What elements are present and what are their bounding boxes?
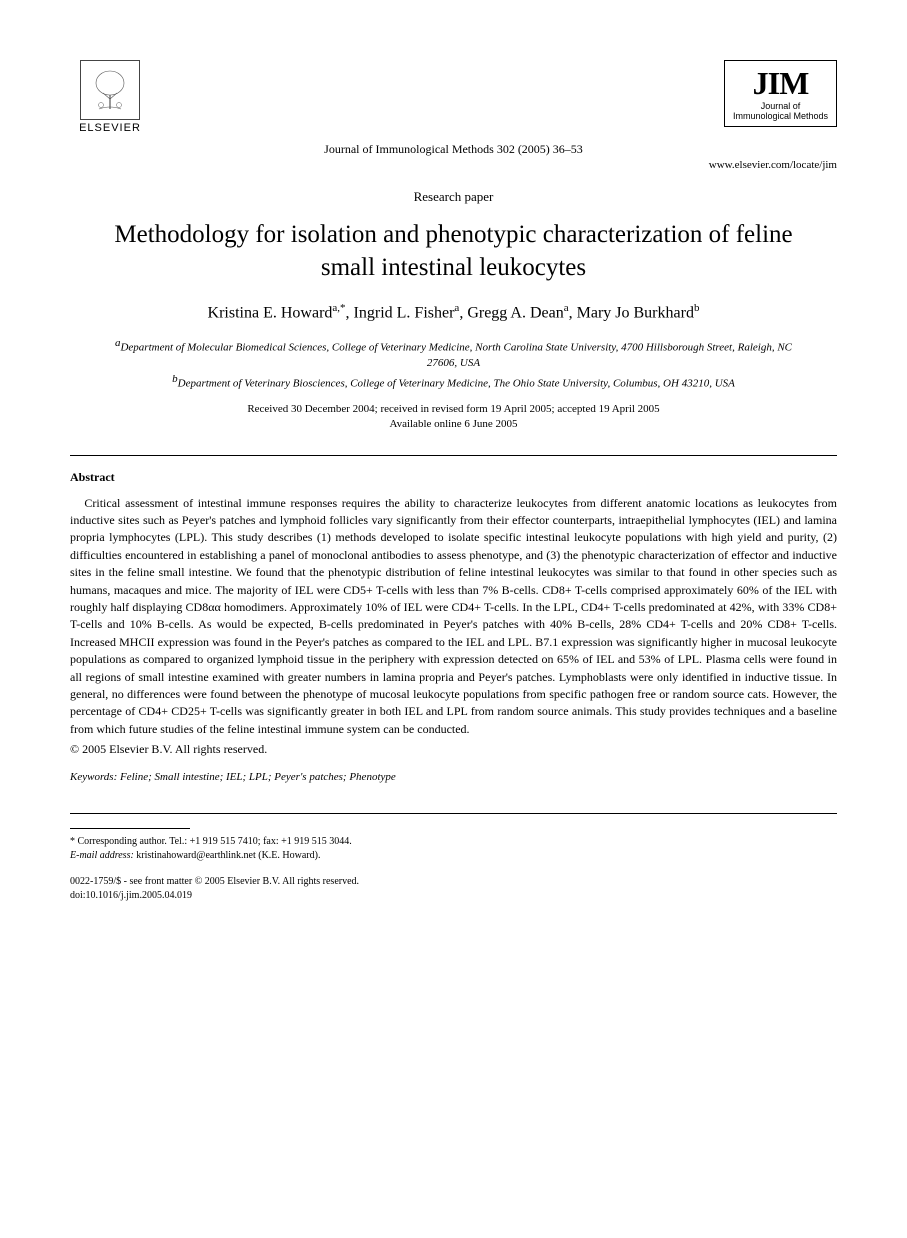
divider-bottom <box>70 813 837 814</box>
abstract-body: Critical assessment of intestinal immune… <box>70 495 837 738</box>
email-value[interactable]: kristinahoward@earthlink.net (K.E. Howar… <box>136 850 320 861</box>
affiliations: aDepartment of Molecular Biomedical Scie… <box>70 336 837 391</box>
publisher-logo: ELSEVIER <box>70 60 150 134</box>
affiliation-a-text: Department of Molecular Biomedical Scien… <box>120 342 792 369</box>
affiliation-b-text: Department of Veterinary Biosciences, Co… <box>178 377 735 389</box>
copyright: © 2005 Elsevier B.V. All rights reserved… <box>70 742 837 757</box>
footnotes: * Corresponding author. Tel.: +1 919 515… <box>70 835 837 863</box>
divider-top <box>70 455 837 456</box>
affiliation-a: aDepartment of Molecular Biomedical Scie… <box>100 336 807 371</box>
email-line: E-mail address: kristinahoward@earthlink… <box>70 849 837 863</box>
dates-line2: Available online 6 June 2005 <box>70 417 837 432</box>
issn-line: 0022-1759/$ - see front matter © 2005 El… <box>70 875 837 889</box>
keywords: Keywords: Feline; Small intestine; IEL; … <box>70 771 837 783</box>
journal-abbrev: JIM <box>733 65 828 102</box>
journal-url[interactable]: www.elsevier.com/locate/jim <box>70 159 837 171</box>
authors: Kristina E. Howarda,*, Ingrid L. Fishera… <box>70 302 837 322</box>
abstract-heading: Abstract <box>70 470 837 485</box>
journal-full-2: Immunological Methods <box>733 112 828 122</box>
journal-logo: JIM Journal of Immunological Methods <box>724 60 837 127</box>
footer-meta: 0022-1759/$ - see front matter © 2005 El… <box>70 875 837 903</box>
article-title: Methodology for isolation and phenotypic… <box>70 219 837 284</box>
elsevier-tree-icon <box>80 60 140 120</box>
doi-line: doi:10.1016/j.jim.2005.04.019 <box>70 889 837 903</box>
publisher-label: ELSEVIER <box>79 122 141 134</box>
keywords-list: Feline; Small intestine; IEL; LPL; Peyer… <box>120 771 396 783</box>
header-row: ELSEVIER JIM Journal of Immunological Me… <box>70 60 837 134</box>
email-label: E-mail address: <box>70 850 134 861</box>
paper-type: Research paper <box>70 189 837 205</box>
affiliation-b: bDepartment of Veterinary Biosciences, C… <box>100 372 807 392</box>
journal-reference: Journal of Immunological Methods 302 (20… <box>70 142 837 157</box>
corresponding-author: * Corresponding author. Tel.: +1 919 515… <box>70 835 837 849</box>
footnote-rule <box>70 828 190 829</box>
article-dates: Received 30 December 2004; received in r… <box>70 402 837 433</box>
journal-logo-box: JIM Journal of Immunological Methods <box>724 60 837 127</box>
dates-line1: Received 30 December 2004; received in r… <box>70 402 837 417</box>
keywords-label: Keywords: <box>70 771 117 783</box>
